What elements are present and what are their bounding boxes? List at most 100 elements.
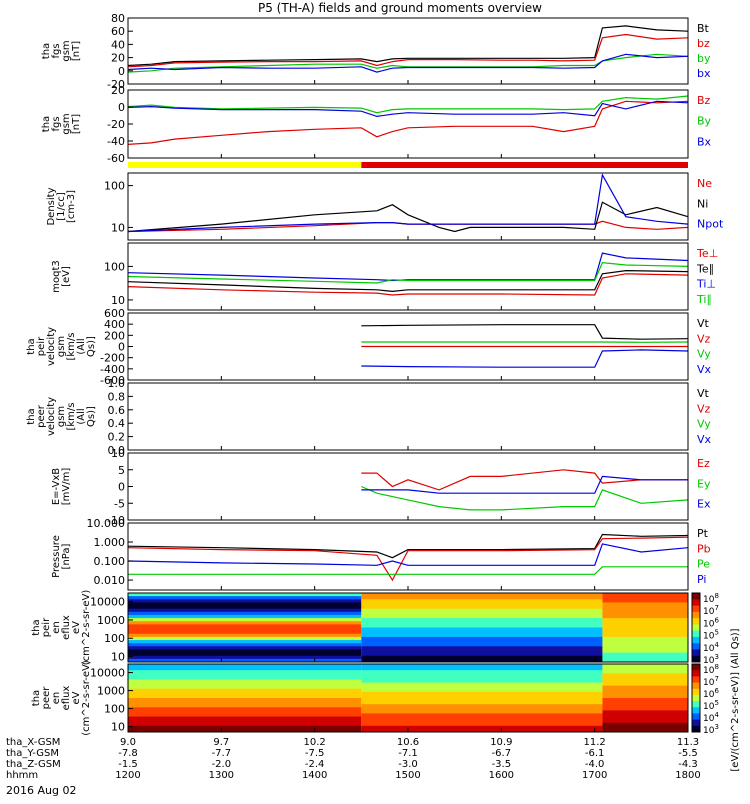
heatmap-cell bbox=[361, 720, 602, 724]
heatmap-cell bbox=[602, 698, 688, 702]
colorbar-cell bbox=[692, 664, 700, 671]
y-tick-label: 100 bbox=[104, 260, 125, 273]
heatmap-cell bbox=[361, 683, 602, 687]
x-tick-label: 1400 bbox=[302, 770, 327, 781]
legend-Bt: Bt bbox=[697, 22, 710, 35]
heatmap-cell bbox=[602, 599, 688, 603]
x-tick-label: -1.5 bbox=[118, 759, 138, 770]
heatmap-cell bbox=[361, 717, 602, 721]
x-tick-label: 11.3 bbox=[677, 737, 699, 748]
x-tick-label: -6.1 bbox=[585, 748, 605, 759]
x-tick-label: 1200 bbox=[115, 770, 140, 781]
heatmap-cell bbox=[602, 720, 688, 724]
heatmap-cell bbox=[602, 637, 688, 641]
y-tick-label: 10000 bbox=[90, 596, 125, 609]
heatmap-cell bbox=[128, 707, 361, 711]
heatmap-cell bbox=[128, 637, 361, 641]
heatmap-cell bbox=[602, 701, 688, 705]
heatmap-cell bbox=[361, 631, 602, 635]
figure-title: P5 (TH-A) fields and ground moments over… bbox=[258, 1, 542, 15]
mode-bar-fast bbox=[361, 162, 688, 168]
legend-Pb: Pb bbox=[697, 542, 711, 555]
heatmap-cell bbox=[602, 713, 688, 717]
heatmap-cell bbox=[602, 596, 688, 600]
y-tick-label: 80 bbox=[111, 12, 125, 25]
heatmap-cell bbox=[128, 646, 361, 650]
legend-Pt: Pt bbox=[697, 527, 709, 540]
legend-Ti∥: Ti∥ bbox=[696, 293, 712, 306]
date-label: 2016 Aug 02 bbox=[6, 784, 76, 797]
heatmap-cell bbox=[128, 640, 361, 644]
y-tick-label: -60 bbox=[107, 152, 125, 165]
colorbar-cell bbox=[692, 606, 700, 613]
y-tick-label: 0.4 bbox=[108, 417, 126, 430]
y-axis-label: (cm^2-s-sr-eV) bbox=[81, 590, 92, 666]
colorbar-cell bbox=[692, 713, 700, 720]
heatmap-cell bbox=[128, 643, 361, 647]
x-tick-label: 1700 bbox=[582, 770, 607, 781]
panel-frame bbox=[128, 383, 688, 450]
heatmap-cell bbox=[361, 596, 602, 600]
heatmap-cell bbox=[361, 628, 602, 632]
colorbar-tick-label: 103 bbox=[703, 723, 719, 736]
heatmap-cell bbox=[128, 615, 361, 619]
y-axis-label: [mV/m] bbox=[61, 468, 72, 506]
x-tick-label: 1300 bbox=[209, 770, 234, 781]
y-tick-label: 10 bbox=[111, 447, 125, 460]
heatmap-cell bbox=[602, 634, 688, 638]
colorbars: 108107106105104103108107106105104103[eV/… bbox=[692, 592, 741, 772]
legend-bz: bz bbox=[697, 37, 710, 50]
heatmap-cell bbox=[361, 643, 602, 647]
heatmap-cell bbox=[128, 628, 361, 632]
legend-Ex: Ex bbox=[697, 498, 711, 511]
legend-Ne: Ne bbox=[697, 177, 712, 190]
mode-bar-strip bbox=[128, 162, 688, 168]
heatmap-cell bbox=[128, 649, 361, 653]
y-axis-label: [nT] bbox=[71, 114, 82, 134]
heatmap-cell bbox=[128, 599, 361, 603]
heatmap-cell bbox=[602, 631, 688, 635]
heatmap-cell bbox=[602, 710, 688, 714]
x-tick-label: 10.6 bbox=[397, 737, 419, 748]
heatmap-cell bbox=[128, 656, 361, 660]
colorbar-label: [eV/(cm^2-s-sr-eV)] (All Qs)] bbox=[730, 628, 741, 771]
y-axis-label: [eV] bbox=[61, 266, 72, 287]
y-tick-label: 20 bbox=[111, 84, 125, 97]
heatmap-cell bbox=[128, 704, 361, 708]
heatmap-cell bbox=[361, 653, 602, 657]
heatmap-cell bbox=[602, 640, 688, 644]
heatmap-cell bbox=[361, 612, 602, 616]
heatmap-cell bbox=[128, 717, 361, 721]
y-tick-label: 0.2 bbox=[108, 431, 126, 444]
heatmap-cell bbox=[361, 723, 602, 727]
legend-Vz: Vz bbox=[697, 402, 711, 415]
heatmap-cell bbox=[361, 664, 602, 668]
colorbar-cell bbox=[692, 656, 700, 663]
y-tick-label: 5 bbox=[118, 464, 125, 477]
heatmap-cell bbox=[128, 723, 361, 727]
y-axis-label: [nPa] bbox=[61, 543, 72, 569]
heatmap-cell bbox=[128, 670, 361, 674]
colorbar-cell bbox=[692, 701, 700, 708]
heatmap-cell bbox=[602, 621, 688, 625]
legend-Npot: Npot bbox=[697, 218, 724, 231]
heatmap-cell bbox=[602, 628, 688, 632]
heatmap-cell bbox=[361, 726, 602, 730]
colorbar-cell bbox=[692, 689, 700, 696]
heatmap-cell bbox=[602, 593, 688, 597]
panel-frame bbox=[128, 453, 688, 520]
heatmap-cell bbox=[361, 704, 602, 708]
heatmap-cell bbox=[128, 701, 361, 705]
legend-Pe: Pe bbox=[697, 558, 710, 571]
y-axis-label: Qs)] bbox=[86, 406, 97, 427]
heatmap-cell bbox=[128, 612, 361, 616]
heatmap-cell bbox=[361, 599, 602, 603]
panel-frame bbox=[128, 90, 688, 158]
heatmap-cell bbox=[602, 717, 688, 721]
x-tick-label: -4.3 bbox=[678, 759, 698, 770]
heatmap-cell bbox=[361, 667, 602, 671]
